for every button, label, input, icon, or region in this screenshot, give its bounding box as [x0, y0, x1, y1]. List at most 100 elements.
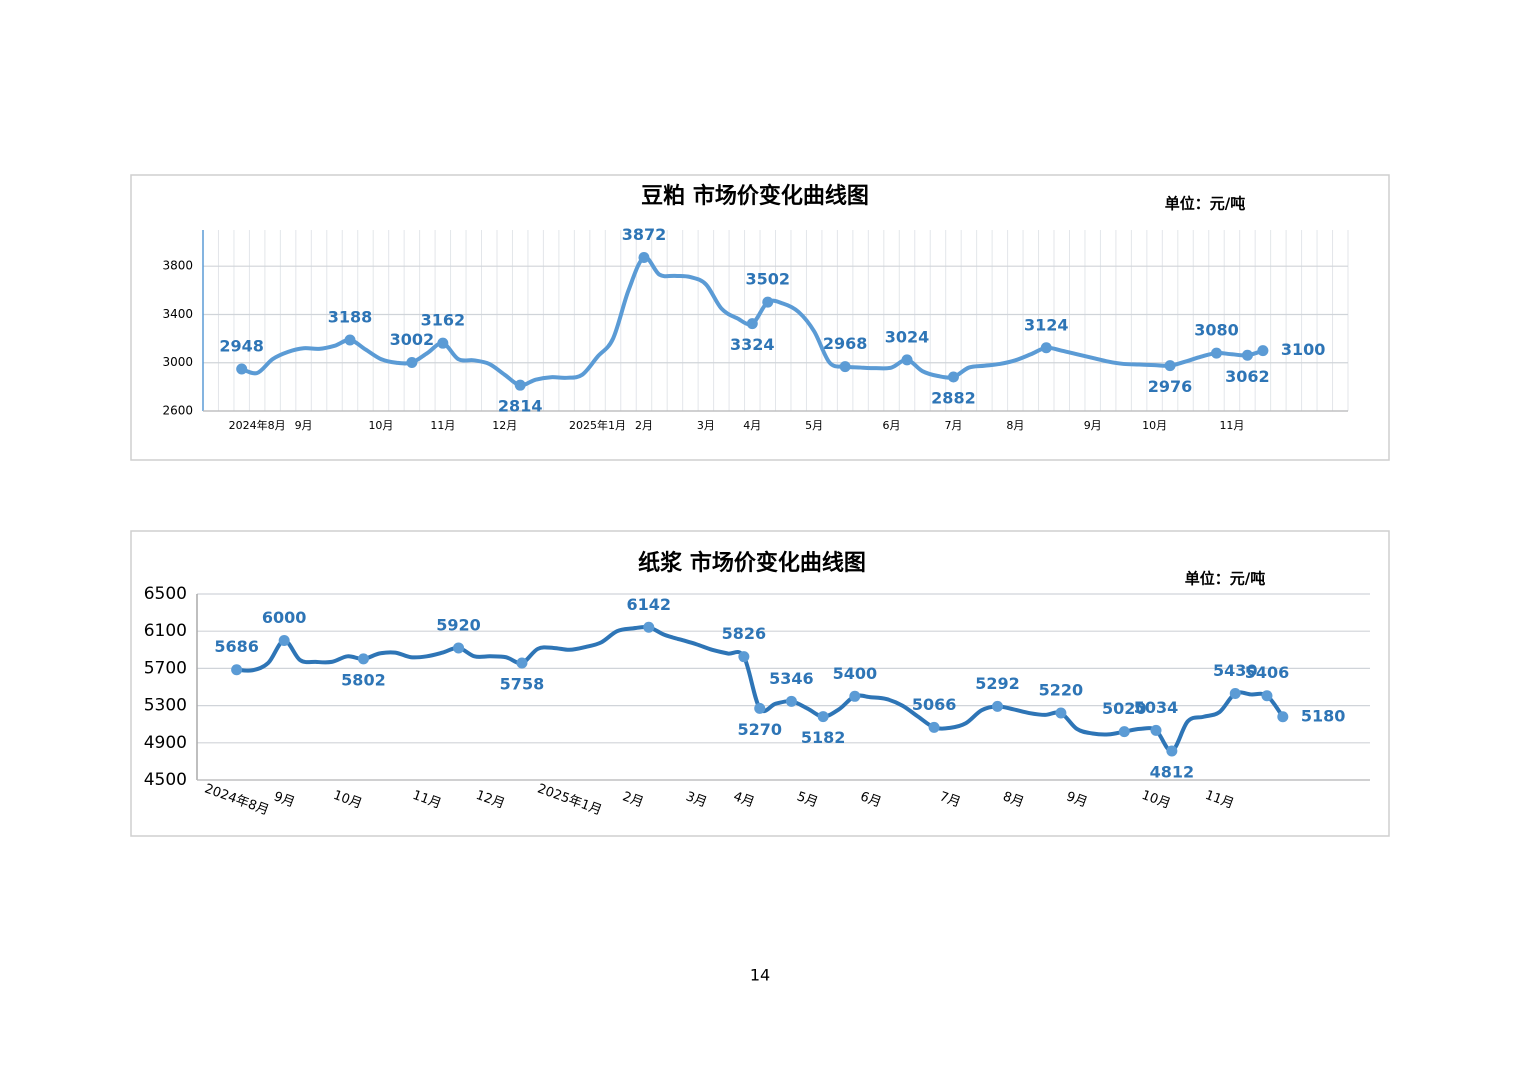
data-point: [991, 700, 1003, 712]
unit-label: 单位：元/吨: [1165, 195, 1245, 213]
value-label: 5270: [737, 720, 782, 739]
data-point: [278, 635, 290, 646]
data-point: [514, 379, 526, 391]
value-label: 5802: [341, 670, 386, 689]
data-point: [754, 702, 766, 714]
value-label: 5758: [500, 675, 545, 694]
data-point: [1150, 724, 1162, 736]
x-tick-label: 2月: [620, 789, 645, 810]
value-label: 5400: [833, 664, 878, 683]
x-tick-label: 11月: [1219, 419, 1244, 432]
data-point: [516, 657, 528, 669]
data-point: [357, 653, 369, 665]
data-point: [406, 356, 418, 368]
data-point: [344, 334, 356, 346]
page-number: 14: [750, 966, 770, 985]
value-label: 6000: [262, 608, 307, 627]
x-tick-label: 7月: [937, 789, 962, 810]
data-point: [928, 721, 940, 733]
unit-label: 单位：元/吨: [1185, 570, 1265, 588]
x-tick-label: 9月: [1084, 419, 1102, 432]
value-label: 5920: [436, 615, 481, 634]
data-point: [738, 651, 750, 663]
value-label: 3024: [885, 327, 930, 346]
data-point: [1166, 745, 1178, 757]
x-tick-label: 10月: [368, 419, 393, 432]
value-label: 3002: [390, 330, 435, 349]
chart-title: 纸浆 市场价变化曲线图: [638, 550, 866, 576]
y-tick-label: 3400: [162, 307, 193, 321]
x-tick-label: 11月: [430, 419, 455, 432]
x-tick-label: 10月: [1142, 419, 1167, 432]
value-label: 5430: [1213, 661, 1258, 680]
value-label: 6142: [626, 595, 671, 614]
data-point: [817, 711, 829, 723]
y-tick-label: 3800: [162, 259, 193, 273]
x-tick-label: 12月: [492, 419, 517, 432]
value-label: 5020: [1102, 699, 1147, 718]
value-label: 5180: [1301, 706, 1346, 725]
data-point: [437, 337, 449, 349]
x-tick-label: 8月: [1006, 419, 1024, 432]
data-point: [1241, 349, 1253, 361]
data-point: [1229, 688, 1241, 700]
x-tick-label: 6月: [883, 419, 901, 432]
x-tick-label: 9月: [295, 419, 313, 432]
data-point: [236, 363, 248, 375]
value-label: 3080: [1194, 321, 1239, 340]
chart-title: 豆粕 市场价变化曲线图: [641, 183, 869, 209]
value-label: 2814: [498, 397, 543, 416]
y-tick-label: 4900: [144, 733, 187, 753]
data-point: [453, 642, 465, 654]
data-point: [762, 296, 774, 308]
data-point: [1055, 707, 1067, 719]
value-label: 5826: [722, 624, 767, 643]
value-label: 3872: [622, 225, 667, 244]
value-label: 3100: [1281, 340, 1326, 359]
value-label: 2976: [1148, 377, 1193, 396]
y-tick-label: 6100: [144, 621, 187, 641]
x-tick-label: 5月: [795, 789, 820, 810]
x-tick-label: 5月: [805, 419, 823, 432]
x-tick-label: 9月: [1064, 789, 1089, 810]
value-label: 5066: [912, 695, 957, 714]
x-tick-label: 7月: [944, 419, 962, 432]
value-label: 5220: [1039, 681, 1084, 700]
value-label: 5406: [1245, 663, 1290, 682]
value-label: 2968: [823, 334, 868, 353]
value-label: 2882: [931, 388, 976, 407]
data-point: [901, 354, 913, 366]
x-tick-label: 9月: [272, 789, 297, 810]
data-point: [1040, 342, 1052, 354]
data-point: [1277, 711, 1289, 723]
data-point: [1164, 360, 1176, 372]
value-label: 5292: [975, 674, 1020, 693]
y-tick-label: 5300: [144, 696, 187, 716]
x-tick-label: 2月: [635, 419, 653, 432]
data-point: [643, 621, 655, 633]
data-point: [638, 252, 650, 264]
value-label: 5034: [1134, 698, 1179, 717]
chart-frame: [130, 530, 1390, 837]
value-label: 3062: [1225, 367, 1270, 386]
y-tick-label: 4500: [144, 770, 187, 790]
x-tick-label: 8月: [1001, 789, 1026, 810]
x-tick-label: 3月: [697, 419, 715, 432]
value-label: 2948: [219, 337, 264, 356]
x-tick-label: 6月: [858, 789, 883, 810]
value-label: 3502: [745, 270, 790, 289]
data-point: [746, 318, 758, 330]
x-tick-label: 4月: [743, 419, 761, 432]
y-tick-label: 6500: [144, 584, 187, 604]
value-label: 5182: [801, 728, 846, 747]
data-point: [1257, 345, 1269, 357]
data-point: [849, 690, 861, 702]
data-point: [785, 695, 797, 707]
value-label: 4812: [1150, 762, 1195, 781]
value-label: 3162: [421, 311, 466, 330]
x-tick-label: 4月: [731, 789, 756, 810]
data-point: [231, 664, 243, 676]
value-label: 3124: [1024, 315, 1069, 334]
data-point: [947, 371, 959, 383]
